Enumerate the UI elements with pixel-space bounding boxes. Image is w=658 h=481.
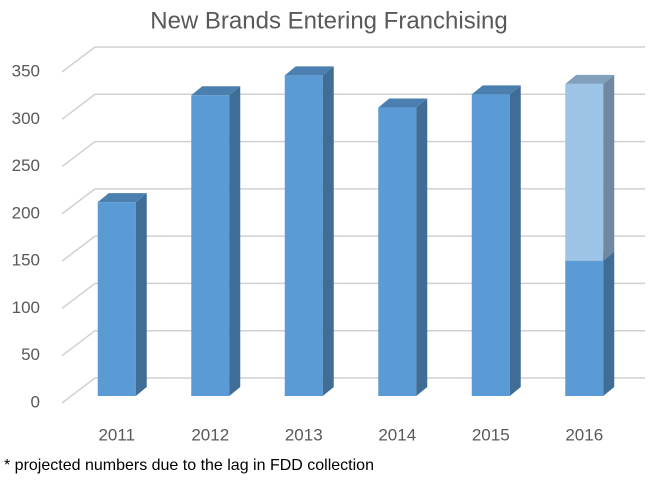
bar-side bbox=[603, 74, 615, 261]
x-tick-label: 2015 bbox=[472, 425, 510, 444]
bar-top bbox=[97, 193, 147, 203]
bar-front bbox=[284, 75, 323, 396]
bar-front bbox=[191, 95, 230, 397]
bar-side bbox=[135, 193, 147, 396]
grid-line bbox=[61, 377, 645, 404]
y-tick-label: 100 bbox=[12, 298, 40, 317]
bar bbox=[191, 86, 241, 397]
y-tick-label: 250 bbox=[12, 156, 40, 175]
footnote: * projected numbers due to the lag in FD… bbox=[4, 457, 374, 474]
bar-top bbox=[191, 86, 241, 96]
bar-top bbox=[471, 85, 521, 95]
grid-line bbox=[61, 235, 645, 262]
y-tick-label: 300 bbox=[12, 109, 40, 128]
bar-side bbox=[603, 251, 615, 396]
grid-line bbox=[61, 46, 645, 73]
bar-front bbox=[97, 202, 136, 396]
grid-line bbox=[61, 140, 645, 168]
bar bbox=[284, 66, 334, 396]
bar-side bbox=[416, 98, 428, 397]
bar bbox=[565, 74, 615, 261]
grid-line bbox=[61, 93, 645, 120]
x-tick-label: 2012 bbox=[191, 425, 229, 444]
bar-front bbox=[565, 260, 604, 396]
bar-side bbox=[509, 85, 521, 397]
bar-front bbox=[471, 94, 510, 397]
bar bbox=[378, 98, 428, 397]
grid-line bbox=[61, 188, 645, 215]
bar-side bbox=[322, 66, 334, 396]
bar-front bbox=[565, 83, 604, 261]
y-tick-label: 350 bbox=[12, 61, 40, 80]
bar-top bbox=[284, 66, 334, 76]
bar bbox=[471, 85, 521, 397]
bar bbox=[97, 193, 147, 396]
grid-line bbox=[61, 329, 645, 357]
y-tick-label: 150 bbox=[12, 251, 40, 270]
x-tick-label: 2014 bbox=[378, 425, 416, 444]
bar-side bbox=[229, 86, 241, 397]
y-tick-label: 200 bbox=[12, 203, 40, 222]
grid-line bbox=[61, 282, 645, 310]
chart-title: New Brands Entering Franchising bbox=[150, 7, 508, 34]
y-tick-label: 0 bbox=[31, 392, 40, 411]
y-tick-label: 50 bbox=[21, 345, 40, 364]
bar-top bbox=[378, 98, 428, 108]
bar-top bbox=[565, 74, 615, 84]
x-tick-label: 2013 bbox=[285, 425, 323, 444]
bar bbox=[565, 251, 615, 396]
bar-front bbox=[378, 107, 417, 397]
x-tick-label: 2011 bbox=[98, 425, 135, 444]
x-tick-label: 2016 bbox=[565, 425, 603, 444]
